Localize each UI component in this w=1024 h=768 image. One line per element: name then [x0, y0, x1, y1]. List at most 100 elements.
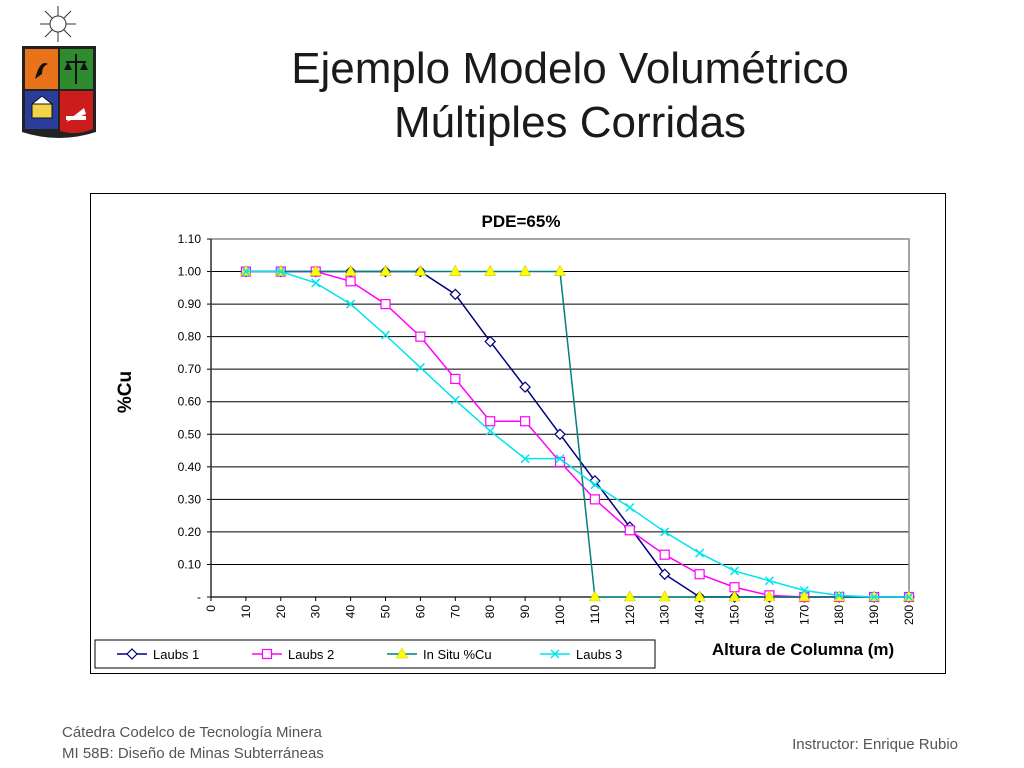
x-tick-label: 200	[902, 605, 916, 625]
series-in-situ-cu	[239, 264, 916, 602]
x-tick-label: 150	[728, 605, 742, 625]
y-tick-label: 0.90	[178, 297, 202, 311]
legend-box	[94, 639, 656, 669]
data-point-x	[695, 548, 705, 558]
data-point-diamond	[658, 568, 671, 581]
legend-item: In Situ %Cu	[387, 647, 492, 662]
data-point-square	[624, 525, 635, 536]
data-point-diamond	[519, 381, 531, 393]
grid-lines	[211, 238, 909, 565]
data-point-diamond	[554, 428, 566, 441]
data-point-x	[415, 363, 425, 373]
data-point-triangle	[449, 264, 462, 276]
y-tick-label: 0.60	[178, 395, 202, 409]
series-laubs-3	[241, 267, 914, 602]
data-point-diamond	[449, 288, 462, 301]
y-tick-label: 0.20	[178, 525, 202, 539]
x-tick-label: 160	[762, 605, 776, 625]
data-point-triangle	[379, 264, 392, 276]
x-tick-label: 70	[448, 605, 462, 619]
x-tick-label: 0	[204, 605, 218, 612]
title-line-2: Múltiples Corridas	[393, 98, 747, 147]
data-series	[239, 264, 916, 603]
data-point-x	[311, 278, 321, 288]
data-point-x	[764, 576, 774, 586]
data-point-x	[485, 426, 495, 436]
data-point-triangle	[553, 264, 567, 276]
data-point-triangle	[798, 590, 811, 602]
series-line	[245, 270, 909, 598]
data-point-x	[241, 267, 251, 277]
data-point-triangle	[344, 264, 357, 276]
data-point-x	[625, 502, 635, 513]
data-point-triangle	[728, 590, 741, 602]
x-tick-label: 170	[797, 605, 811, 625]
y-tick-label: 1.00	[178, 265, 202, 279]
x-tick-label: 40	[344, 605, 358, 619]
data-point-x	[590, 480, 600, 490]
chart-title: PDE=65%	[482, 212, 561, 231]
crest-shield	[22, 46, 96, 138]
x-tick-label: 110	[588, 605, 602, 624]
x-tick-label: 20	[274, 605, 288, 619]
data-point-x	[520, 454, 530, 464]
legend: Laubs 1 Laubs 2 In Situ %Cu Laubs 3	[94, 639, 656, 669]
x-tick-label: 90	[518, 605, 532, 619]
data-point-x	[834, 590, 844, 600]
x-tick-label: 30	[309, 605, 323, 619]
footer-instructor: Instructor: Enrique Rubio	[792, 736, 958, 753]
page-title: Ejemplo Modelo Volumétrico Múltiples Cor…	[150, 42, 990, 150]
y-tick-label: 0.40	[178, 460, 202, 474]
university-crest-icon	[22, 6, 96, 138]
x-tick-label: 190	[867, 605, 881, 625]
data-point-square	[520, 416, 531, 427]
data-point-x	[550, 649, 560, 659]
data-point-square	[589, 494, 600, 505]
data-point-diamond	[484, 335, 497, 348]
x-tick-label: 100	[553, 605, 567, 625]
data-point-x	[660, 527, 670, 537]
data-point-triangle	[519, 264, 532, 276]
legend-label: Laubs 1	[153, 647, 199, 662]
data-point-x	[276, 267, 286, 277]
data-point-square	[485, 416, 496, 427]
footer-institution: Cátedra Codelco de Tecnología Minera MI …	[62, 722, 324, 764]
data-point-x	[869, 592, 879, 602]
data-point-triangle	[658, 590, 671, 602]
crest-star	[40, 6, 76, 42]
data-point-square	[694, 569, 705, 580]
data-point-diamond	[589, 474, 601, 487]
data-point-triangle	[693, 590, 706, 602]
data-point-triangle	[309, 264, 322, 276]
y-tick-label: 1.10	[178, 232, 202, 246]
x-tick-label: 120	[623, 605, 637, 625]
x-tick-label: 180	[832, 605, 846, 625]
x-tick-label: 140	[693, 605, 707, 625]
axes: - 0.10 0.20 0.30 0.40 0.50 0.60 0.70 0.80 0.90 1.0…	[178, 232, 916, 625]
x-tick-label: 60	[413, 605, 427, 619]
x-tick-label: 50	[379, 605, 393, 619]
chart-area: PDE=65% %Cu Altura de Columna (m) - 0.10 0…	[90, 193, 946, 674]
y-tick-label: 0.10	[178, 557, 202, 571]
line-chart: PDE=65% %Cu Altura de Columna (m) - 0.10 0…	[94, 212, 916, 669]
legend-item: Laubs 2	[252, 647, 334, 662]
y-axis-label: %Cu	[115, 371, 136, 413]
data-point-diamond	[126, 648, 138, 660]
legend-label: In Situ %Cu	[423, 647, 492, 662]
legend-item: Laubs 1	[117, 647, 199, 662]
y-tick-label: 0.80	[178, 330, 202, 344]
footer-line-2: MI 58B: Diseño de Minas Subterráneas	[62, 745, 324, 762]
y-tick-label: -	[197, 590, 201, 604]
x-axis-label: Altura de Columna (m)	[712, 640, 894, 659]
data-point-x	[799, 585, 809, 596]
legend-label: Laubs 2	[288, 647, 334, 662]
legend-item: Laubs 3	[540, 647, 622, 662]
data-point-triangle	[395, 647, 409, 659]
data-point-triangle	[414, 264, 427, 276]
title-line-1: Ejemplo Modelo Volumétrico	[291, 44, 849, 93]
data-point-x	[450, 395, 460, 405]
footer-line-1: Cátedra Codelco de Tecnología Minera	[62, 724, 322, 741]
data-point-square	[261, 648, 273, 660]
y-tick-label: 0.30	[178, 492, 202, 506]
data-point-square	[345, 276, 356, 287]
